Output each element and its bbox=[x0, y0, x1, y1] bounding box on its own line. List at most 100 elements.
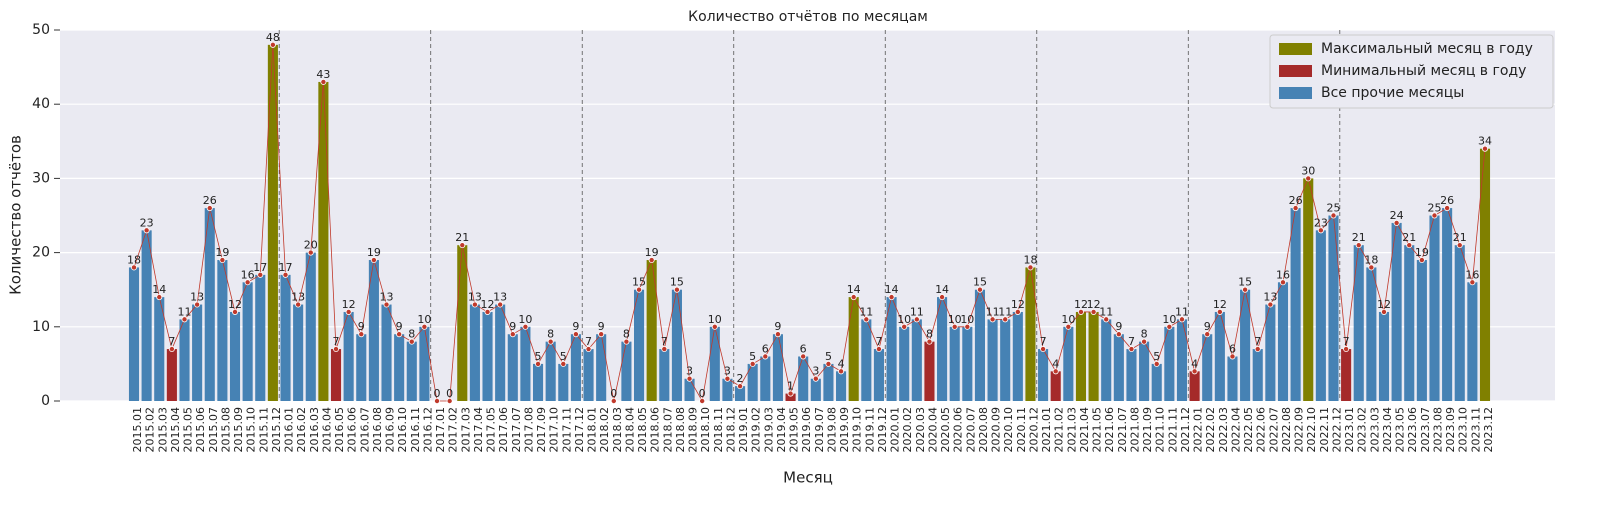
bar bbox=[1353, 245, 1364, 401]
data-label: 8 bbox=[926, 328, 933, 341]
data-label: 9 bbox=[358, 320, 365, 333]
bar bbox=[356, 334, 367, 401]
data-label: 15 bbox=[1238, 276, 1252, 289]
data-label: 10 bbox=[1061, 313, 1075, 326]
data-label: 21 bbox=[1402, 231, 1416, 244]
chart-title: Количество отчётов по месяцам bbox=[688, 9, 928, 25]
x-tick-label: 2016.06 bbox=[346, 407, 359, 453]
bar bbox=[217, 260, 228, 401]
x-tick-label: 2019.08 bbox=[825, 407, 838, 453]
x-tick-label: 2022.04 bbox=[1229, 407, 1242, 453]
point-marker bbox=[143, 227, 150, 234]
point-marker bbox=[509, 331, 516, 338]
x-tick-label: 2020.01 bbox=[889, 407, 902, 453]
bar bbox=[1139, 341, 1150, 401]
point-marker bbox=[1103, 316, 1110, 323]
x-tick-label: 2017.12 bbox=[573, 407, 586, 453]
legend-label: Минимальный месяц в году bbox=[1321, 63, 1526, 79]
x-tick-label: 2015.06 bbox=[194, 407, 207, 453]
x-tick-label: 2021.12 bbox=[1179, 407, 1192, 453]
data-label: 5 bbox=[825, 350, 832, 363]
bar bbox=[1366, 267, 1377, 401]
point-marker bbox=[421, 323, 428, 330]
bar bbox=[1442, 208, 1453, 401]
data-label: 19 bbox=[367, 246, 381, 259]
data-label: 8 bbox=[547, 328, 554, 341]
x-tick-label: 2021.03 bbox=[1065, 407, 1078, 453]
point-marker bbox=[497, 301, 504, 308]
point-marker bbox=[686, 375, 693, 382]
x-tick-label: 2019.11 bbox=[863, 407, 876, 453]
bar bbox=[1189, 371, 1200, 401]
bar bbox=[1341, 349, 1352, 401]
bar bbox=[469, 304, 480, 401]
data-label: 5 bbox=[1153, 350, 1160, 363]
data-label: 15 bbox=[973, 276, 987, 289]
x-tick-label: 2015.08 bbox=[219, 407, 232, 453]
x-tick-label: 2023.02 bbox=[1356, 407, 1369, 453]
x-tick-label: 2022.03 bbox=[1217, 407, 1230, 453]
data-label: 13 bbox=[190, 291, 204, 304]
data-label: 4 bbox=[1191, 357, 1198, 370]
bar bbox=[154, 297, 165, 401]
data-label: 48 bbox=[266, 31, 280, 44]
point-marker bbox=[951, 323, 958, 330]
point-marker bbox=[446, 397, 453, 404]
x-tick-label: 2023.03 bbox=[1368, 407, 1381, 453]
legend-label: Максимальный месяц в году bbox=[1321, 41, 1533, 57]
data-label: 10 bbox=[708, 313, 722, 326]
x-tick-label: 2020.05 bbox=[939, 407, 952, 453]
x-tick-label: 2018.02 bbox=[598, 407, 611, 453]
x-tick-label: 2015.04 bbox=[169, 407, 182, 453]
point-marker bbox=[1204, 331, 1211, 338]
point-marker bbox=[1292, 205, 1299, 212]
bar bbox=[1378, 311, 1390, 401]
data-label: 12 bbox=[1087, 298, 1101, 311]
point-marker bbox=[989, 316, 996, 323]
point-marker bbox=[1090, 308, 1097, 315]
point-marker bbox=[1128, 346, 1135, 353]
bar bbox=[974, 289, 986, 401]
point-marker bbox=[1027, 264, 1034, 271]
bar bbox=[1113, 334, 1124, 401]
bar bbox=[659, 349, 670, 401]
x-tick-label: 2020.11 bbox=[1015, 407, 1028, 453]
data-label: 21 bbox=[1453, 231, 1467, 244]
x-tick-label: 2015.11 bbox=[257, 407, 270, 453]
x-tick-label: 2016.08 bbox=[371, 407, 384, 453]
data-label: 14 bbox=[847, 283, 861, 296]
x-tick-label: 2017.05 bbox=[485, 407, 498, 453]
x-tick-label: 2016.05 bbox=[333, 407, 346, 453]
data-label: 3 bbox=[686, 365, 693, 378]
x-tick-label: 2021.02 bbox=[1053, 407, 1066, 453]
point-marker bbox=[711, 323, 718, 330]
y-tick-label: 10 bbox=[32, 319, 50, 335]
x-tick-label: 2022.12 bbox=[1330, 407, 1343, 453]
bar bbox=[1101, 319, 1112, 401]
point-marker bbox=[1279, 279, 1286, 286]
point-marker bbox=[168, 346, 175, 353]
data-label: 3 bbox=[724, 365, 731, 378]
point-marker bbox=[1077, 308, 1084, 315]
x-tick-label: 2022.08 bbox=[1280, 407, 1293, 453]
point-marker bbox=[1482, 145, 1489, 152]
x-tick-label: 2015.01 bbox=[131, 407, 144, 453]
data-label: 7 bbox=[1254, 335, 1261, 348]
x-tick-label: 2017.11 bbox=[560, 407, 573, 453]
x-tick-label: 2023.07 bbox=[1419, 407, 1432, 453]
point-marker bbox=[800, 353, 807, 360]
data-label: 9 bbox=[1204, 320, 1211, 333]
data-label: 6 bbox=[800, 342, 807, 355]
data-label: 12 bbox=[1074, 298, 1088, 311]
data-label: 25 bbox=[1326, 202, 1340, 215]
bar bbox=[987, 319, 998, 401]
x-tick-label: 2020.04 bbox=[926, 407, 939, 453]
data-label: 0 bbox=[434, 387, 441, 400]
x-tick-label: 2016.10 bbox=[396, 407, 409, 453]
data-label: 9 bbox=[509, 320, 516, 333]
point-marker bbox=[648, 257, 655, 264]
bar bbox=[406, 341, 417, 401]
x-tick-label: 2022.11 bbox=[1318, 407, 1331, 453]
data-label: 20 bbox=[304, 239, 318, 252]
x-tick-label: 2020.08 bbox=[977, 407, 990, 453]
